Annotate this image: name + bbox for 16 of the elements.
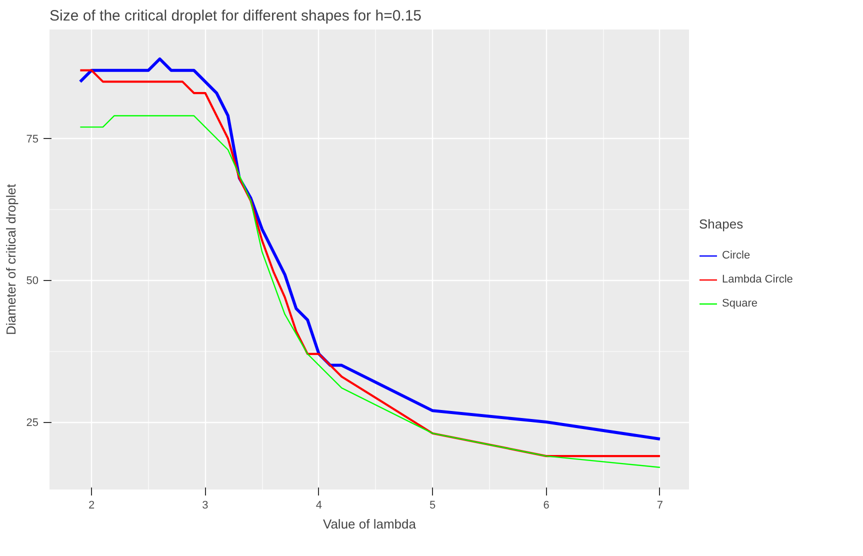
x-axis-title: Value of lambda	[323, 516, 417, 532]
x-tick-label: 6	[543, 500, 550, 512]
legend-label: Circle	[722, 250, 750, 262]
y-tick-label: 25	[26, 417, 39, 430]
y-tick-label: 50	[26, 275, 39, 288]
x-tick-label: 5	[430, 500, 436, 512]
x-tick-label: 7	[656, 500, 664, 512]
legend-label: Square	[722, 298, 758, 310]
y-tick-label: 75	[26, 133, 39, 146]
x-tick-label: 2	[88, 500, 95, 512]
legend-label: Lambda Circle	[722, 274, 793, 286]
chart-title: Size of the critical droplet for different shapes for h=0.15	[50, 8, 422, 24]
x-tick-label: 4	[316, 500, 322, 512]
y-axis-title: Diameter of critical droplet	[3, 184, 18, 335]
x-tick-label: 3	[202, 500, 208, 512]
legend-title: Shapes	[699, 216, 744, 232]
